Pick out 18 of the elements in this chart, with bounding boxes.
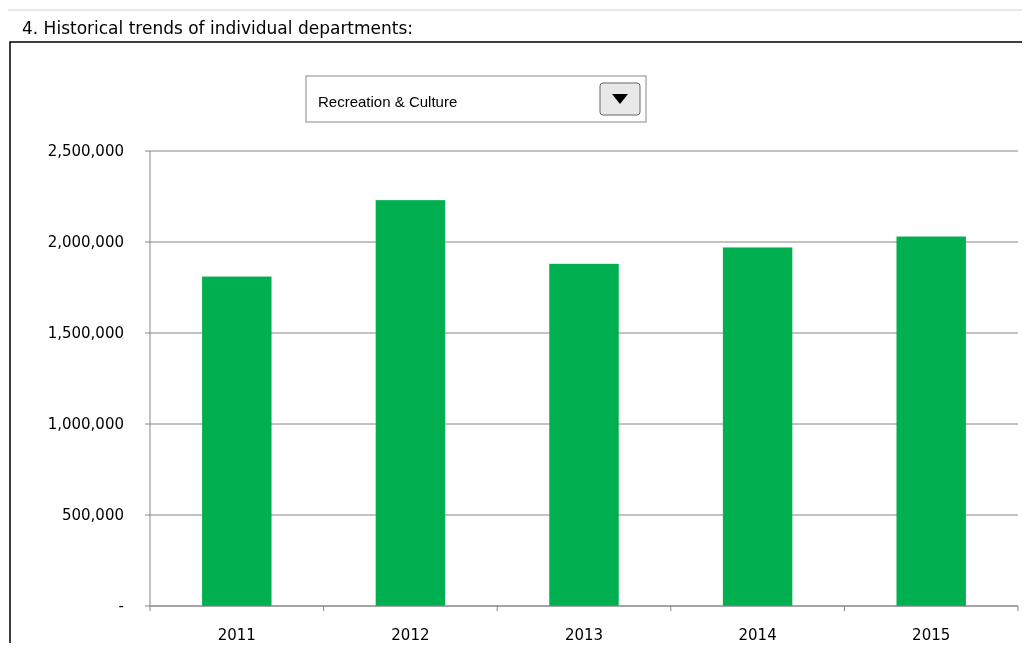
x-tick-label: 2013 (564, 626, 604, 644)
y-tick-label: - (118, 597, 124, 615)
x-tick-label: 2015 (912, 626, 951, 644)
y-tick-label: 1,000,000 (47, 415, 124, 433)
bar (202, 276, 272, 606)
chart-subtitle: Recreation & Culture (318, 93, 458, 110)
x-tick-label: 2012 (391, 626, 430, 644)
bar (896, 236, 966, 606)
x-tick-label: 2011 (217, 626, 256, 644)
chart-title: 4. Historical trends of individual departments: (22, 18, 414, 38)
y-tick-label: 2,000,000 (47, 233, 124, 251)
y-tick-label: 500,000 (61, 506, 124, 524)
bar (722, 247, 793, 606)
y-tick-label: 2,500,000 (47, 142, 124, 160)
bar (549, 263, 619, 606)
x-tick-label: 2014 (738, 626, 777, 644)
y-tick-label: 1,500,000 (47, 324, 124, 342)
bar (375, 200, 446, 606)
